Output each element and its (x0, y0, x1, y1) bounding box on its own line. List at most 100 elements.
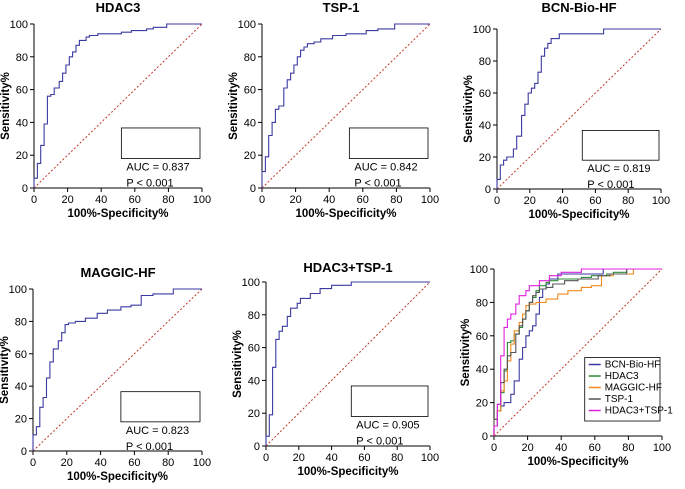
roc-curve-tsp-1 (261, 23, 430, 188)
x-tick-label: 80 (622, 442, 634, 454)
x-tick-label: 0 (30, 457, 36, 469)
y-tick-label: 100 (470, 264, 488, 276)
chart-title: BCN-Bio-HF (541, 0, 616, 15)
roc-panel-5: 0 20 40 60 80 100 0 20 40 60 80 100 HDAC3+TSP-1 100%-… (232, 260, 439, 478)
x-axis-label: 100%-Specificity% (296, 208, 397, 220)
x-tick-label: 0 (263, 452, 269, 464)
legend-label: TSP-1 (605, 394, 634, 405)
x-tick-label: 0 (31, 194, 37, 206)
chart-title: HDAC3+TSP-1 (303, 260, 392, 275)
x-tick-label: 20 (61, 457, 73, 469)
p-value: P < 0.001 (126, 441, 173, 453)
p-value: P < 0.001 (354, 177, 401, 189)
x-tick-label: 20 (61, 194, 73, 206)
roc-curve-maggic-hf (32, 288, 202, 451)
legend-label: MAGGIC-HF (605, 383, 662, 394)
x-tick-label: 100 (652, 195, 670, 207)
x-tick-label: 40 (555, 442, 567, 454)
y-tick-label: 0 (22, 183, 28, 195)
x-tick-label: 80 (622, 195, 634, 207)
roc-curve-bcn-bio-hf (493, 268, 662, 436)
y-axis-label: Sensitivity% (463, 75, 475, 143)
y-tick-label: 60 (476, 331, 488, 343)
chart-title: MAGGIC-HF (80, 265, 155, 280)
roc-curve-tsp-1 (493, 268, 662, 436)
auc-value: AUC = 0.837 (126, 161, 189, 173)
y-tick-label: 0 (254, 441, 260, 453)
x-tick-label: 100 (421, 452, 439, 464)
auc-annotation-box (350, 385, 429, 417)
reference-diagonal (33, 23, 203, 189)
x-tick-label: 40 (325, 452, 337, 464)
roc-panel-3: 0 20 40 60 80 100 0 20 40 60 80 100 BCN-Bio-HF 100%-S… (463, 0, 670, 221)
p-value: P < 0.001 (126, 177, 173, 189)
y-tick-label: 20 (15, 414, 27, 426)
y-tick-label: 20 (479, 152, 491, 164)
x-tick-label: 60 (589, 442, 601, 454)
auc-annotation-box (120, 391, 201, 423)
y-tick-label: 80 (479, 56, 491, 68)
chart-title: TSP-1 (323, 0, 360, 15)
x-tick-label: 40 (556, 195, 568, 207)
y-tick-label: 40 (479, 120, 491, 132)
y-tick-label: 0 (482, 431, 488, 443)
auc-value: AUC = 0.842 (354, 161, 417, 173)
y-tick-label: 0 (21, 446, 27, 458)
y-axis-label: Sensitivity% (0, 336, 11, 404)
x-tick-label: 100 (653, 442, 671, 454)
x-tick-label: 20 (289, 194, 301, 206)
x-tick-label: 40 (94, 457, 106, 469)
reference-diagonal (32, 288, 203, 452)
x-tick-label: 60 (128, 457, 140, 469)
roc-panel-2: 0 20 40 60 80 100 0 20 40 60 80 100 TSP-1 100%-Specif… (228, 0, 439, 220)
y-axis-label: Sensitivity% (228, 72, 240, 140)
y-tick-label: 100 (242, 277, 260, 289)
x-tick-label: 40 (323, 194, 335, 206)
roc-panel-4: 0 20 40 60 80 100 0 20 40 60 80 100 MAGGIC-HF 100%-Sp… (0, 265, 211, 483)
auc-annotation-box (348, 127, 429, 159)
roc-curve-hdac3 (33, 23, 202, 188)
x-tick-label: 20 (521, 442, 533, 454)
y-tick-label: 80 (15, 316, 27, 328)
y-tick-label: 40 (244, 117, 256, 129)
chart-title: HDAC3 (96, 0, 141, 15)
x-axis-label: 100%-Specificity% (67, 471, 168, 483)
x-tick-label: 100 (193, 194, 211, 206)
x-tick-label: 80 (162, 194, 174, 206)
y-tick-label: 60 (479, 88, 491, 100)
y-tick-label: 100 (473, 24, 491, 36)
x-tick-label: 60 (589, 195, 601, 207)
roc-panel-1: 0 20 40 60 80 100 0 20 40 60 80 100 HDAC3 100%-Specif… (0, 0, 211, 220)
auc-annotation-box (581, 129, 660, 161)
reference-diagonal (265, 281, 431, 447)
y-tick-label: 80 (476, 297, 488, 309)
y-tick-label: 100 (9, 284, 27, 296)
x-tick-label: 0 (494, 195, 500, 207)
roc-curve-hdac3-tsp-1 (265, 281, 430, 446)
y-tick-label: 0 (250, 183, 256, 195)
x-axis-label: 100%-Specificity% (529, 209, 630, 221)
auc-annotation-box (120, 127, 201, 159)
x-tick-label: 60 (129, 194, 141, 206)
y-axis-label: Sensitivity% (460, 319, 472, 387)
y-tick-label: 80 (16, 52, 28, 64)
y-tick-label: 20 (244, 150, 256, 162)
y-tick-label: 40 (16, 117, 28, 129)
reference-diagonal (261, 23, 431, 189)
p-value: P < 0.001 (587, 179, 634, 191)
x-tick-label: 60 (358, 452, 370, 464)
auc-value: AUC = 0.819 (587, 163, 650, 175)
legend-label: HDAC3+TSP-1 (605, 406, 674, 417)
y-tick-label: 0 (485, 184, 491, 196)
y-tick-label: 40 (15, 381, 27, 393)
x-tick-label: 80 (390, 194, 402, 206)
roc-curve-bcn-bio-hf (496, 28, 661, 189)
x-axis-label: 100%-Specificity% (528, 456, 629, 468)
x-tick-label: 20 (293, 452, 305, 464)
y-tick-label: 40 (248, 375, 260, 387)
legend-label: BCN-Bio-HF (605, 360, 661, 371)
x-tick-label: 20 (524, 195, 536, 207)
x-tick-label: 80 (391, 452, 403, 464)
y-tick-label: 20 (248, 408, 260, 420)
